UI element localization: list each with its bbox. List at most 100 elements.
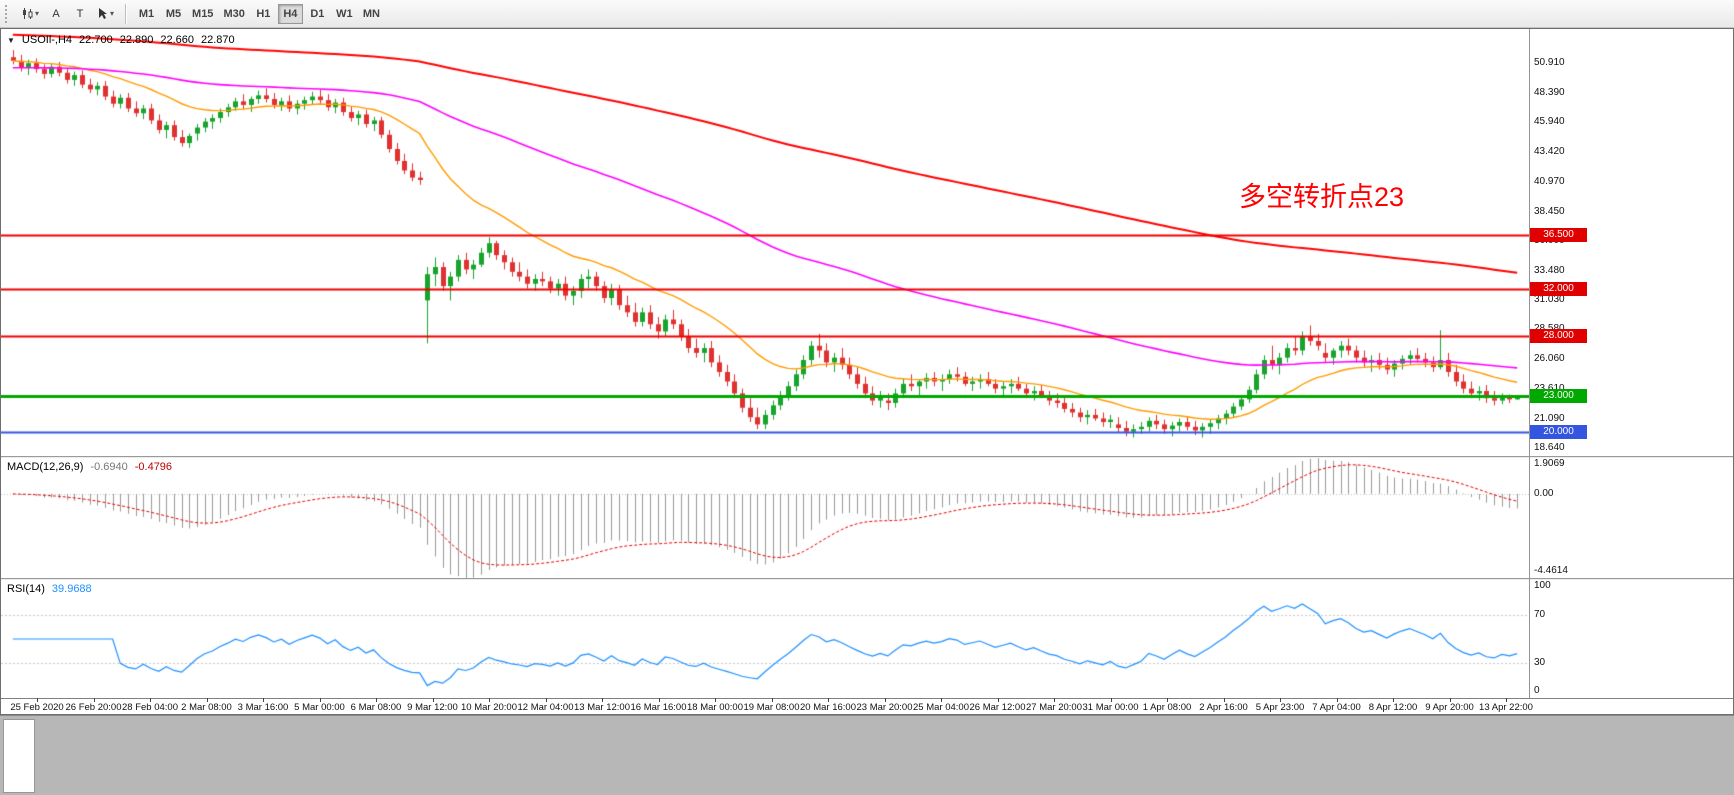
time-axis-label: 18 Mar 00:00 [687, 702, 743, 713]
time-axis-tick [715, 698, 716, 702]
time-axis-tick [207, 698, 208, 702]
symbol-timeframe-label: USOIl-,H4 [21, 34, 73, 46]
macd-axis-label: 1.9069 [1534, 458, 1565, 469]
panel-divider[interactable] [1, 578, 1733, 580]
time-axis-tick [1393, 698, 1394, 702]
time-axis-tick [659, 698, 660, 702]
toolbar-grip[interactable] [5, 4, 11, 23]
time-axis-label: 3 Mar 16:00 [237, 702, 289, 713]
toolbar: ▾ A T ▾ M1 M5 M15 M30 H1 H4 D1 W1 MN [0, 0, 1734, 28]
time-axis-tick [94, 698, 95, 702]
time-axis-tick [941, 698, 942, 702]
time-axis-tick [37, 698, 38, 702]
cursor-tool-button[interactable]: A [45, 3, 67, 25]
macd-signal-value: -0.4796 [134, 461, 173, 473]
macd-axis-label: -4.4614 [1534, 565, 1568, 576]
time-axis-label: 9 Mar 12:00 [407, 702, 458, 713]
macd-panel-header: MACD(12,26,9) -0.6940 -0.4796 [7, 461, 172, 473]
rsi-axis-label: 70 [1534, 609, 1546, 621]
time-axis-label: 13 Mar 12:00 [574, 702, 630, 713]
time-axis-tick [150, 698, 151, 702]
macd-label: MACD(12,26,9) [7, 461, 84, 473]
time-axis-tick [1167, 698, 1168, 702]
rsi-panel-header: RSI(14) 39.9688 [7, 583, 92, 595]
time-axis-label: 23 Mar 20:00 [856, 702, 913, 713]
time-axis-label: 26 Mar 12:00 [969, 702, 1026, 713]
rsi-indicator-canvas[interactable] [1, 580, 1529, 698]
timeframe-button-w1[interactable]: W1 [332, 4, 357, 24]
time-axis-label: 16 Mar 16:00 [630, 702, 687, 713]
price-axis-label: 18.640 [1534, 441, 1565, 453]
text-tool-button[interactable]: T [69, 3, 91, 25]
time-axis-label: 7 Apr 04:00 [1312, 702, 1361, 713]
price-line-badge: 36.500 [1530, 227, 1587, 242]
chart-text-annotation: 多空转折点23 [1239, 182, 1405, 212]
timeframe-button-mn[interactable]: MN [359, 4, 384, 24]
time-axis-label: 28 Feb 04:00 [122, 702, 178, 713]
chevron-down-icon: ▾ [35, 9, 40, 18]
cursor-arrow-icon [99, 8, 108, 19]
timeframe-button-h4[interactable]: H4 [277, 3, 303, 24]
timeframe-button-m15[interactable]: M15 [188, 4, 217, 24]
price-axis-label: 45.940 [1534, 116, 1565, 128]
price-axis-label: 21.090 [1534, 412, 1565, 424]
panel-divider[interactable] [1, 456, 1733, 458]
time-axis-tick [1450, 698, 1451, 702]
time-axis-border [1, 698, 1733, 699]
time-axis-tick [263, 698, 264, 702]
price-axis-label: 28.580 [1534, 323, 1565, 335]
time-axis-tick [1337, 698, 1338, 702]
price-axis-label: 31.030 [1534, 294, 1565, 306]
timeframe-button-d1[interactable]: D1 [305, 4, 330, 24]
rsi-axis-label: 0 [1534, 685, 1540, 696]
price-axis-label: 40.970 [1534, 175, 1565, 187]
time-axis-tick [1506, 698, 1507, 702]
open-value: 22.700 [79, 34, 113, 46]
chart-window: ▼ USOIl-,H4 22.700 22.890 22.660 22.870 … [0, 28, 1734, 715]
time-axis-tick [320, 698, 321, 702]
time-axis-label: 1 Apr 08:00 [1142, 702, 1192, 713]
time-axis-tick [1224, 698, 1225, 702]
time-axis-label: 26 Feb 20:00 [65, 702, 122, 713]
macd-indicator-canvas[interactable] [1, 458, 1529, 578]
price-axis-label: 38.450 [1534, 205, 1565, 217]
chevron-down-icon[interactable]: ▼ [7, 35, 15, 45]
time-axis-tick [546, 698, 547, 702]
time-axis-tick [602, 698, 603, 702]
price-axis-label: 33.480 [1534, 264, 1565, 276]
time-axis-tick [433, 698, 434, 702]
candlestick-chart-icon [23, 8, 33, 19]
draw-tool-dropdown[interactable]: ▾ [93, 3, 118, 25]
timeframe-button-m1[interactable]: M1 [134, 4, 159, 24]
time-axis-tick [489, 698, 490, 702]
timeframe-button-h1[interactable]: H1 [251, 4, 276, 24]
rsi-value: 39.9688 [51, 583, 92, 595]
time-axis-label: 5 Mar 00:00 [294, 702, 345, 713]
price-axis-divider [1529, 29, 1530, 698]
time-axis-label: 12 Mar 04:00 [517, 702, 574, 713]
time-axis-label: 5 Apr 23:00 [1255, 702, 1305, 713]
chart-ohlc-header: ▼ USOIl-,H4 22.700 22.890 22.660 22.870 [7, 34, 235, 46]
time-axis-tick [1111, 698, 1112, 702]
time-axis-label: 2 Apr 16:00 [1199, 702, 1248, 713]
timeframe-button-m5[interactable]: M5 [161, 4, 186, 24]
time-axis-label: 2 Mar 08:00 [181, 702, 232, 713]
time-axis-label: 20 Mar 16:00 [800, 702, 856, 713]
low-value: 22.660 [160, 34, 195, 46]
time-axis-tick [885, 698, 886, 702]
time-axis-tick [1280, 698, 1281, 702]
macd-axis-label: 0.00 [1534, 487, 1554, 499]
time-axis-label: 25 Mar 04:00 [913, 702, 969, 713]
price-axis-label: 48.390 [1534, 87, 1565, 99]
high-value: 22.890 [119, 34, 154, 46]
timeframe-button-m30[interactable]: M30 [219, 4, 248, 24]
chart-type-button[interactable]: ▾ [17, 3, 43, 25]
rsi-axis-label: 100 [1534, 580, 1551, 591]
price-line-badge: 28.000 [1530, 329, 1587, 344]
toolbar-separator [125, 3, 128, 24]
rsi-axis-label: 30 [1534, 656, 1546, 668]
time-axis-tick [1054, 698, 1055, 702]
price-line-badge: 32.000 [1530, 281, 1587, 296]
chevron-down-icon: ▾ [110, 9, 115, 18]
main-chart-canvas[interactable] [1, 31, 1529, 456]
